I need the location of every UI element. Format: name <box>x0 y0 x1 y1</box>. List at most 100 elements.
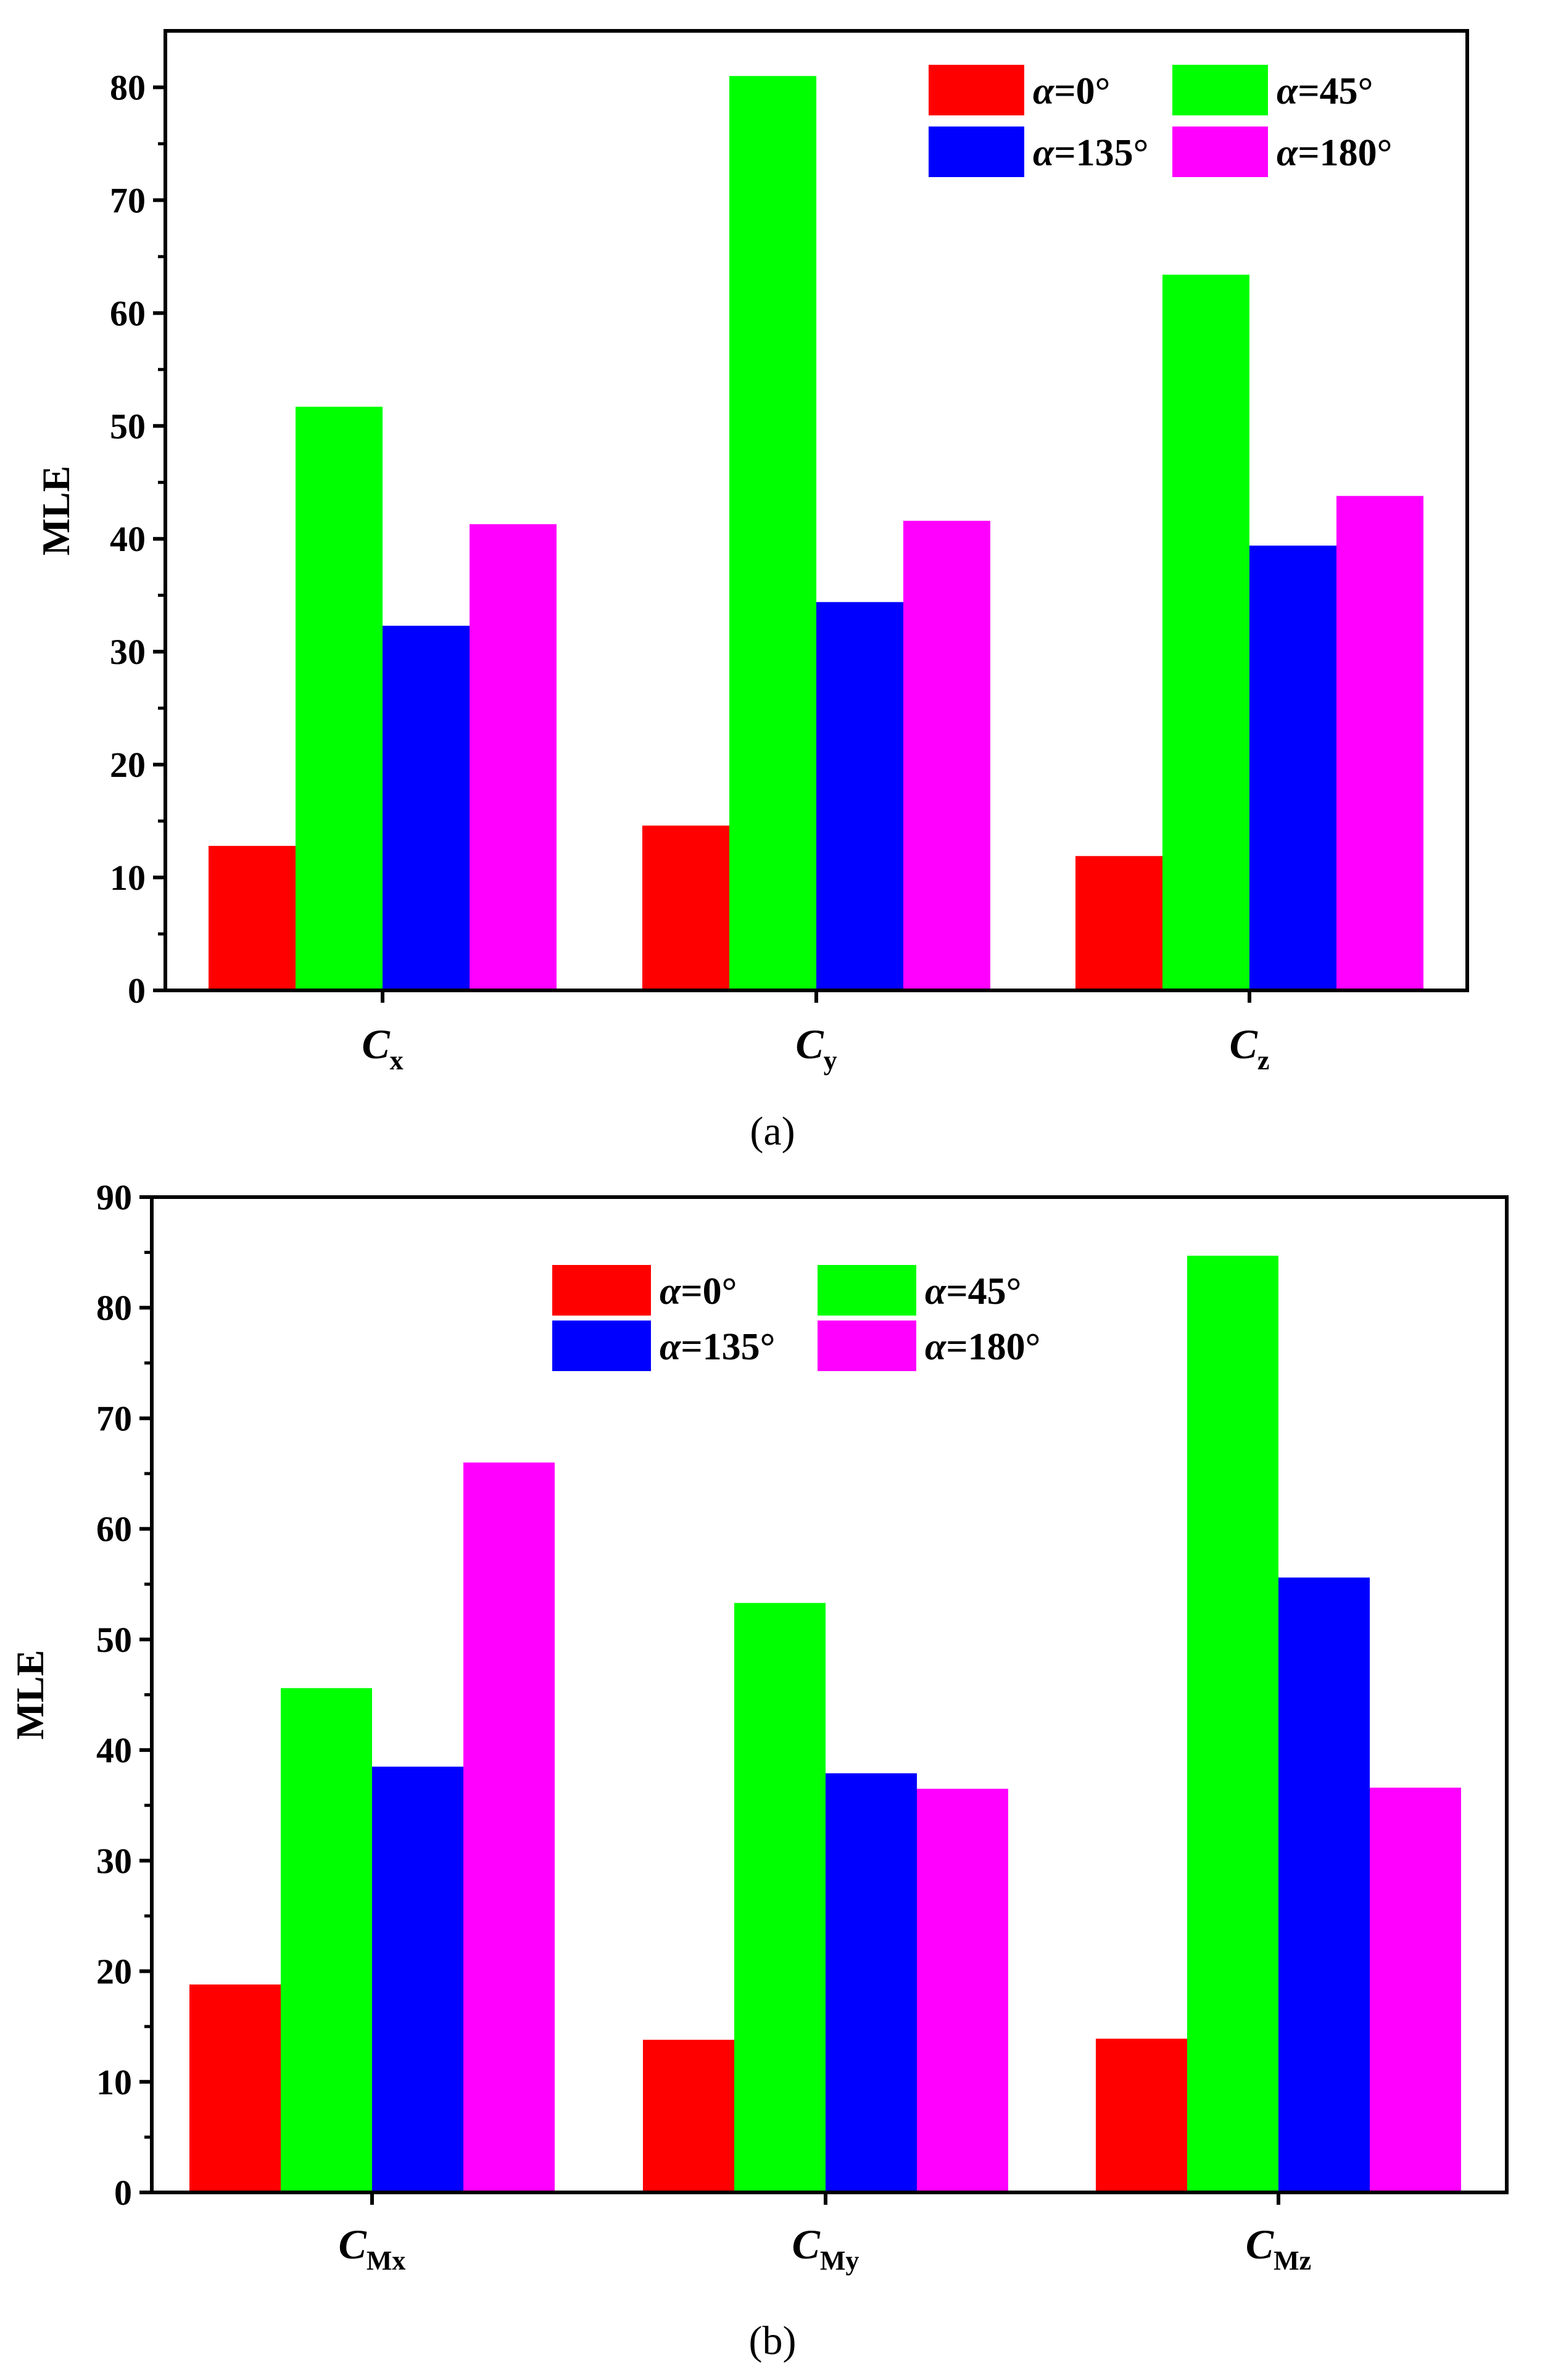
category-main: C <box>362 1021 390 1068</box>
category-subscript: z <box>1257 1045 1270 1076</box>
y-tick-label: 0 <box>128 971 146 1011</box>
bar-1-s0-c0 <box>189 1984 281 2192</box>
y-axis-title: MLE <box>8 1650 52 1740</box>
y-tick-label: 60 <box>96 1509 132 1549</box>
bar-1-s3-c1 <box>917 1788 1008 2192</box>
y-axis-title: MLE <box>34 466 78 556</box>
legend-swatch <box>818 1321 916 1371</box>
category-main: C <box>1246 2221 1274 2268</box>
bar-0-s3-c0 <box>470 524 557 990</box>
legend-label: α=45° <box>1277 70 1373 112</box>
x-category-label: Cz <box>1230 1021 1270 1076</box>
bar-1-s2-c0 <box>372 1766 463 2192</box>
y-tick-label: 40 <box>96 1730 132 1770</box>
x-category-label: CMx <box>339 2221 406 2276</box>
legend-swatch <box>929 126 1024 177</box>
legend-value: =0° <box>681 1271 737 1312</box>
category-subscript: Mx <box>367 2245 406 2276</box>
legend-label: α=180° <box>925 1326 1040 1368</box>
legend-swatch <box>1172 126 1268 177</box>
x-category-label: Cy <box>795 1021 837 1076</box>
y-tick-label: 80 <box>96 1288 132 1328</box>
y-tick-label: 60 <box>110 293 146 333</box>
legend-swatch <box>818 1265 916 1316</box>
legend-value: =135° <box>1054 132 1148 174</box>
legend-value: =45° <box>946 1271 1021 1312</box>
bar-0-s0-c1 <box>642 825 729 990</box>
category-main: C <box>1230 1021 1258 1068</box>
legend: α=0° α=45°α=135° α=180° <box>552 1265 1040 1371</box>
panel-caption: (b) <box>749 2318 797 2363</box>
legend-greek: α <box>925 1326 947 1368</box>
category-subscript: x <box>390 1045 404 1076</box>
x-category-label: CMz <box>1246 2221 1311 2276</box>
legend-label: α=135° <box>1033 132 1148 174</box>
bar-0-s1-c2 <box>1162 275 1249 990</box>
y-tick-label: 90 <box>96 1177 132 1217</box>
legend-label: α=180° <box>1277 132 1392 174</box>
bar-0-s3-c2 <box>1336 495 1423 990</box>
bar-0-s0-c0 <box>209 845 296 990</box>
y-tick-label: 40 <box>110 519 146 559</box>
legend: α=0° α=45°α=135° α=180° <box>929 65 1392 177</box>
legend-greek: α <box>925 1271 947 1312</box>
legend-greek: α <box>660 1271 682 1312</box>
category-subscript: Mz <box>1274 2245 1311 2276</box>
legend-label: α=0° <box>1033 70 1110 112</box>
bar-1-s3-c0 <box>463 1462 555 2192</box>
category-main: C <box>795 1021 824 1068</box>
y-tick-label: 10 <box>110 858 146 898</box>
bar-0-s1-c1 <box>729 76 816 990</box>
legend-greek: α <box>1277 70 1299 112</box>
legend-value: =135° <box>681 1326 775 1368</box>
legend-greek: α <box>1033 70 1055 112</box>
x-category-label: CMy <box>792 2221 859 2276</box>
bar-0-s3-c1 <box>903 520 990 990</box>
bar-1-s1-c0 <box>281 1688 372 2192</box>
y-tick-label: 20 <box>110 745 146 785</box>
legend-swatch <box>1172 65 1268 115</box>
bar-1-s2-c1 <box>826 1773 917 2192</box>
y-tick-label: 70 <box>96 1398 132 1438</box>
bar-1-s0-c1 <box>643 2039 734 2192</box>
y-tick-label: 30 <box>110 632 146 672</box>
bar-0-s2-c2 <box>1249 545 1336 990</box>
legend-greek: α <box>660 1326 682 1368</box>
legend-swatch <box>552 1321 651 1371</box>
panel-caption: (a) <box>750 1109 795 1154</box>
legend-swatch <box>552 1265 651 1316</box>
category-main: C <box>792 2221 821 2268</box>
y-tick-label: 50 <box>110 406 146 446</box>
legend-greek: α <box>1277 132 1299 174</box>
legend-label: α=0° <box>660 1271 737 1312</box>
category-subscript: y <box>824 1045 837 1076</box>
bar-1-s0-c2 <box>1096 2038 1187 2192</box>
bar-0-s2-c1 <box>816 602 903 990</box>
y-tick-label: 30 <box>96 1841 132 1881</box>
y-tick-label: 0 <box>114 2173 132 2213</box>
bar-0-s1-c0 <box>296 407 383 990</box>
y-tick-label: 70 <box>110 180 146 220</box>
y-tick-label: 20 <box>96 1952 132 1992</box>
bar-1-s1-c2 <box>1187 1255 1278 2192</box>
x-category-label: Cx <box>362 1021 403 1076</box>
bar-1-s1-c1 <box>734 1603 826 2192</box>
bar-1-s3-c2 <box>1370 1788 1461 2192</box>
y-tick-label: 80 <box>110 67 146 107</box>
legend-value: =180° <box>946 1326 1040 1368</box>
y-tick-label: 50 <box>96 1620 132 1660</box>
bar-1-s2-c2 <box>1278 1577 1370 2192</box>
category-subscript: My <box>820 2245 859 2276</box>
legend-label: α=135° <box>660 1326 775 1368</box>
category-main: C <box>339 2221 367 2268</box>
y-tick-label: 10 <box>96 2062 132 2102</box>
bar-0-s0-c2 <box>1075 856 1162 990</box>
legend-greek: α <box>1033 132 1055 174</box>
legend-value: =180° <box>1298 132 1392 174</box>
legend-value: =0° <box>1054 70 1110 112</box>
legend-value: =45° <box>1298 70 1373 112</box>
legend-label: α=45° <box>925 1271 1021 1312</box>
